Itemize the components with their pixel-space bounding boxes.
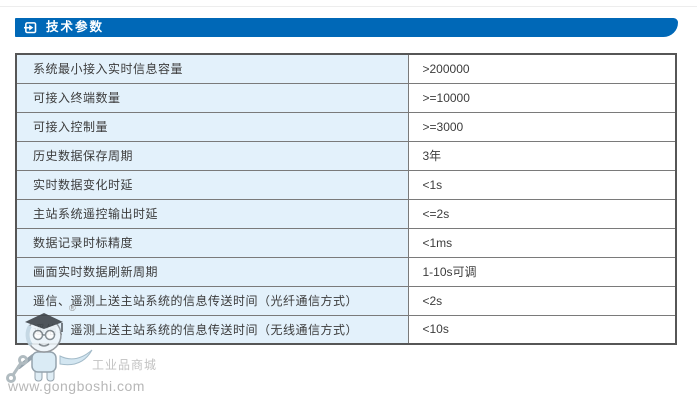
table-row: 历史数据保存周期 3年 bbox=[15, 140, 677, 171]
param-value-cell: 1-10s可调 bbox=[407, 256, 677, 287]
param-value-cell: <1ms bbox=[407, 227, 677, 258]
watermark-site-name: 工业品商城 bbox=[92, 358, 158, 372]
param-value-cell: 3年 bbox=[407, 140, 677, 171]
param-label-cell: 历史数据保存周期 bbox=[15, 140, 409, 171]
table-row: 遥信、遥测上送主站系统的信息传送时间（无线通信方式） <10s bbox=[15, 314, 677, 345]
table-row: 遥信、遥测上送主站系统的信息传送时间（光纤通信方式） <2s bbox=[15, 285, 677, 316]
table-row: 系统最小接入实时信息容量 >200000 bbox=[15, 53, 677, 84]
table-row: 主站系统遥控输出时延 <=2s bbox=[15, 198, 677, 229]
tech-params-rows: 系统最小接入实时信息容量 >200000 可接入终端数量 >=10000 可接入控制量 >… bbox=[15, 53, 677, 345]
param-label-cell: 遥信、遥测上送主站系统的信息传送时间（光纤通信方式） bbox=[15, 285, 409, 316]
param-value-cell: <1s bbox=[407, 169, 677, 200]
param-value-cell: >=10000 bbox=[407, 82, 677, 113]
param-value-cell: >200000 bbox=[407, 53, 677, 84]
top-divider bbox=[0, 6, 697, 7]
param-label-cell: 画面实时数据刷新周期 bbox=[15, 256, 409, 287]
param-label-cell: 系统最小接入实时信息容量 bbox=[15, 53, 409, 84]
param-label-cell: 主站系统遥控输出时延 bbox=[15, 198, 409, 229]
param-label-cell: 数据记录时标精度 bbox=[15, 227, 409, 258]
param-label-cell: 可接入控制量 bbox=[15, 111, 409, 142]
table-row: 可接入控制量 >=3000 bbox=[15, 111, 677, 142]
section-header-bar: 技术参数 bbox=[15, 18, 678, 37]
param-value-cell: <2s bbox=[407, 285, 677, 316]
section-title: 技术参数 bbox=[46, 20, 105, 35]
table-row: 数据记录时标精度 <1ms bbox=[15, 227, 677, 258]
arrow-right-box-icon bbox=[24, 21, 37, 34]
param-value-cell: >=3000 bbox=[407, 111, 677, 142]
tech-params-table: 系统最小接入实时信息容量 >200000 可接入终端数量 >=10000 可接入控制量 >… bbox=[15, 53, 677, 345]
table-row: 可接入终端数量 >=10000 bbox=[15, 82, 677, 113]
table-row: 画面实时数据刷新周期 1-10s可调 bbox=[15, 256, 677, 287]
param-label-cell: 可接入终端数量 bbox=[15, 82, 409, 113]
param-value-cell: <10s bbox=[407, 314, 677, 345]
param-label-cell: 实时数据变化时延 bbox=[15, 169, 409, 200]
table-row: 实时数据变化时延 <1s bbox=[15, 169, 677, 200]
watermark-site-url: www.gongboshi.com bbox=[8, 378, 145, 394]
param-value-cell: <=2s bbox=[407, 198, 677, 229]
param-label-cell: 遥信、遥测上送主站系统的信息传送时间（无线通信方式） bbox=[15, 314, 409, 345]
